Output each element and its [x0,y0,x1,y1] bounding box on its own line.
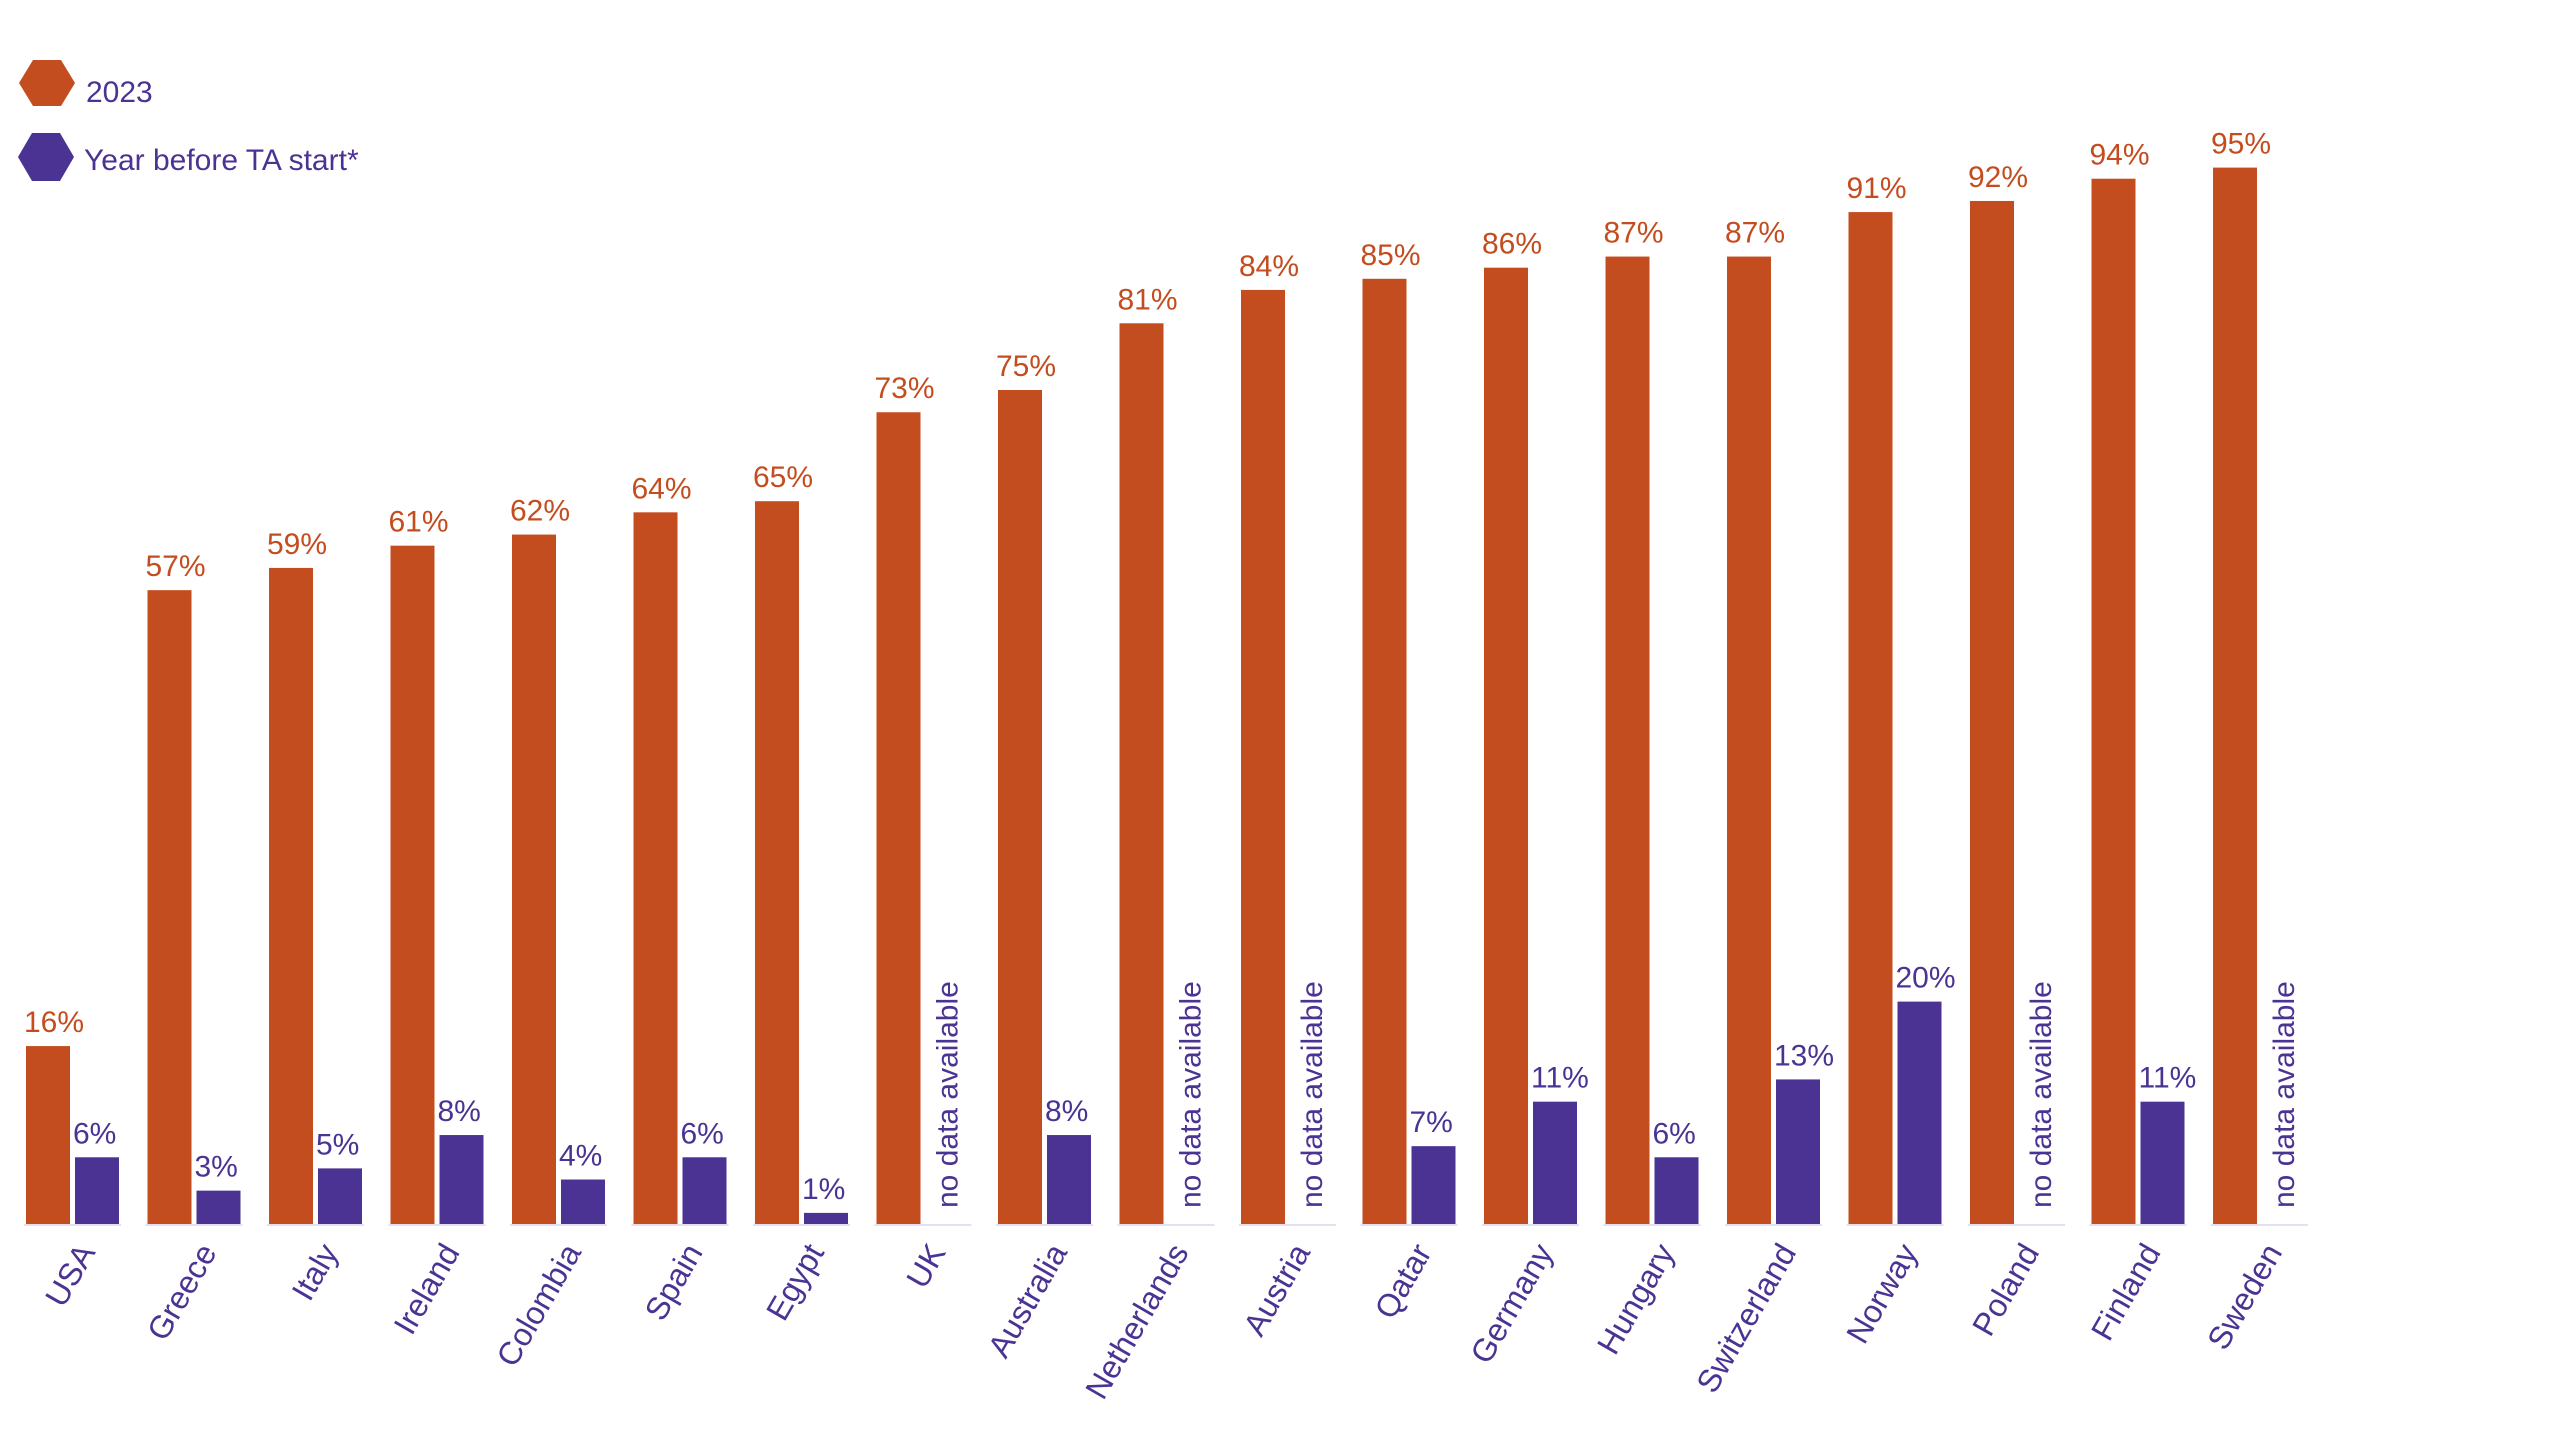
data-label: 65% [753,461,813,494]
data-label: 11% [2139,1062,2197,1095]
data-label: 20% [1896,962,1956,995]
category-label: Norway [1839,1238,1924,1350]
data-label: 73% [875,372,935,405]
category-label: USA [38,1237,102,1313]
bar-year-before [682,1157,727,1224]
data-label: 86% [1482,228,1542,261]
category-label: Finland [2084,1238,2168,1347]
bar-year-before [2140,1101,2185,1224]
legend: 2023 Year before TA start* [18,60,359,181]
category-label: Germany [1463,1238,1560,1370]
data-label: 85% [1361,239,1421,272]
data-label: 1% [802,1173,845,1206]
no-data-label: no data available [1175,981,1208,1208]
data-label: 16% [24,1006,84,1039]
data-label: 6% [73,1117,116,1150]
bar-2023 [512,534,556,1224]
category-label: Greece [140,1238,224,1347]
category-label: Spain [637,1238,709,1327]
bar-year-before [804,1212,848,1224]
category-label: Hungary [1590,1238,1682,1361]
bar-year-before [318,1168,362,1224]
legend-item-2023: 2023 [19,60,153,109]
legend-label-2023: 2023 [86,76,153,109]
category-label: Switzerland [1689,1238,1803,1399]
bar-2023 [998,390,1042,1224]
no-data-label: no data available [2025,981,2058,1208]
bar-year-before [561,1179,605,1224]
data-label: 92% [1968,161,2028,194]
data-label: 94% [2090,139,2150,172]
legend-swatch-year-before-hexagon-icon [18,133,74,181]
data-label: 3% [195,1151,238,1184]
legend-label-year-before: Year before TA start* [84,144,359,177]
data-label: 95% [2211,128,2271,161]
bar-2023 [633,512,678,1224]
data-label: 59% [267,528,327,561]
category-label: Qatar [1367,1237,1438,1325]
data-label: 6% [1653,1117,1696,1150]
category-label: Egypt [759,1237,831,1326]
bars: 16% 6% USA 57% 3% Greece 59% 5% Italy 61% 8% Irelan… [24,128,2308,1405]
bar-2023 [269,567,313,1224]
bar-year-before [1533,1101,1577,1224]
bar-2023 [1241,289,1285,1224]
data-label: 4% [559,1140,602,1173]
bar-2023 [1727,256,1771,1224]
data-label: 5% [316,1128,359,1161]
bar-year-before [1047,1135,1091,1224]
category-label: Italy [285,1238,346,1307]
bar-2023 [1970,200,2014,1224]
category-label: Netherlands [1078,1238,1195,1405]
bar-2023 [876,412,921,1224]
data-label: 13% [1774,1039,1834,1072]
data-label: 11% [1531,1062,1589,1095]
bar-2023 [2213,167,2257,1225]
data-label: 62% [510,495,570,528]
bar-2023 [1605,256,1650,1224]
bar-2023 [755,501,799,1224]
data-label: 8% [1045,1095,1088,1128]
bar-2023 [390,545,435,1224]
data-label: 8% [438,1095,481,1128]
legend-item-year-before: Year before TA start* [18,133,359,181]
data-label: 75% [996,350,1056,383]
bar-2023 [1362,278,1407,1224]
bar-2023 [147,590,192,1224]
no-data-label: no data available [1296,981,1329,1208]
no-data-label: no data available [2268,981,2301,1208]
data-label: 87% [1725,217,1785,250]
bar-2023 [26,1046,70,1224]
bar-year-before [75,1157,119,1224]
data-label: 84% [1239,250,1299,283]
category-label: Austria [1236,1237,1317,1341]
bar-2023 [1119,323,1164,1224]
category-label: Sweden [2200,1238,2289,1356]
data-label: 91% [1847,172,1907,205]
no-data-label: no data available [932,981,965,1208]
category-label: UK [899,1238,952,1294]
category-label: Colombia [489,1237,588,1372]
category-label: Australia [981,1237,1075,1363]
data-label: 64% [632,472,692,505]
bar-year-before [1776,1079,1820,1224]
data-label: 81% [1118,283,1178,316]
data-label: 61% [389,506,449,539]
data-label: 6% [681,1117,724,1150]
bar-2023 [2091,178,2136,1225]
legend-swatch-2023-hexagon-icon [19,60,75,106]
bar-year-before [1897,1001,1942,1224]
category-label: Ireland [386,1238,466,1341]
bar-year-before [1411,1146,1456,1224]
bar-year-before [439,1135,484,1224]
bar-year-before [196,1190,241,1224]
bar-2023 [1848,212,1893,1224]
data-label: 7% [1410,1106,1453,1139]
category-label: Poland [1965,1238,2046,1342]
data-label: 87% [1604,217,1664,250]
bar-2023 [1484,267,1528,1224]
bar-year-before [1654,1157,1699,1224]
data-label: 57% [146,550,206,583]
